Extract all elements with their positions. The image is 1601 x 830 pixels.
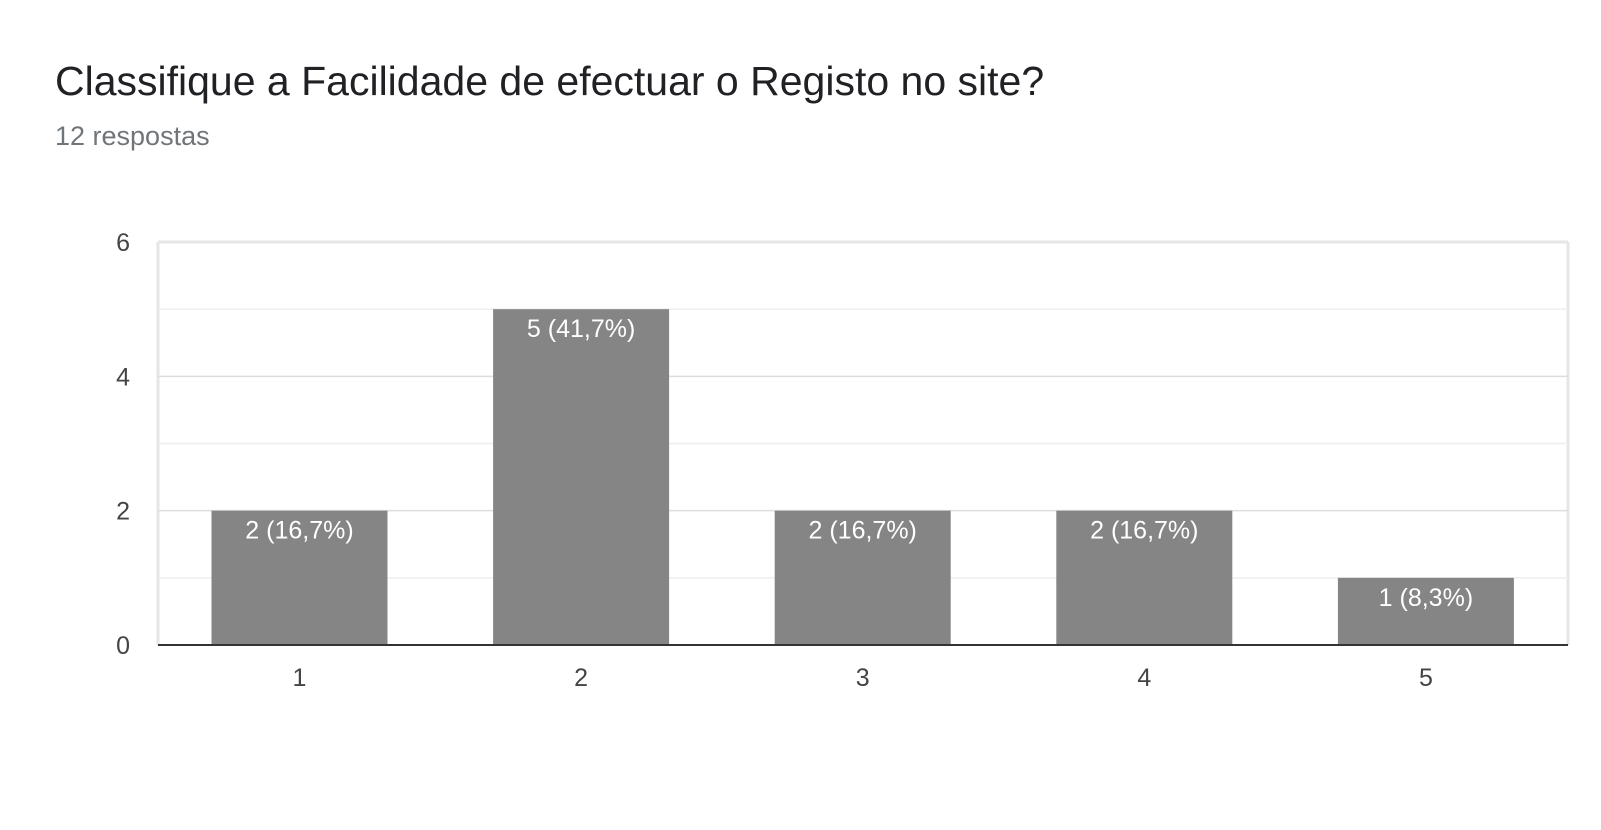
bar-3 — [774, 510, 951, 645]
y-tick-label: 0 — [116, 632, 130, 660]
x-tick-label: 2 — [574, 664, 588, 692]
data-label-2: 5 (41,7%) — [527, 315, 635, 343]
y-tick-label: 2 — [116, 498, 130, 526]
bar-2 — [493, 309, 670, 645]
response-count: 12 respostas — [55, 121, 210, 151]
data-label-4: 2 (16,7%) — [1090, 517, 1198, 545]
y-tick-label: 4 — [116, 363, 130, 391]
x-tick-label: 1 — [293, 664, 307, 692]
x-tick-label: 3 — [856, 664, 870, 692]
data-label-3: 2 (16,7%) — [809, 517, 917, 545]
data-label-1: 2 (16,7%) — [245, 517, 353, 545]
x-tick-label: 5 — [1419, 664, 1433, 692]
bars — [211, 309, 1514, 645]
gridlines — [156, 240, 1570, 645]
bar-5 — [1337, 577, 1514, 645]
bar-1 — [211, 510, 388, 645]
labels: 2 (16,7%) 1 5 (41,7%) 2 2 (16,7%) 3 2 (16,7%) 4… — [116, 229, 1473, 692]
data-label-5: 1 (8,3%) — [1379, 584, 1473, 612]
y-tick-label: 6 — [116, 229, 130, 257]
chart-title: Classifique a Facilidade de efectuar o R… — [55, 58, 1045, 104]
x-tick-label: 4 — [1137, 664, 1151, 692]
bar-4 — [1056, 510, 1233, 645]
